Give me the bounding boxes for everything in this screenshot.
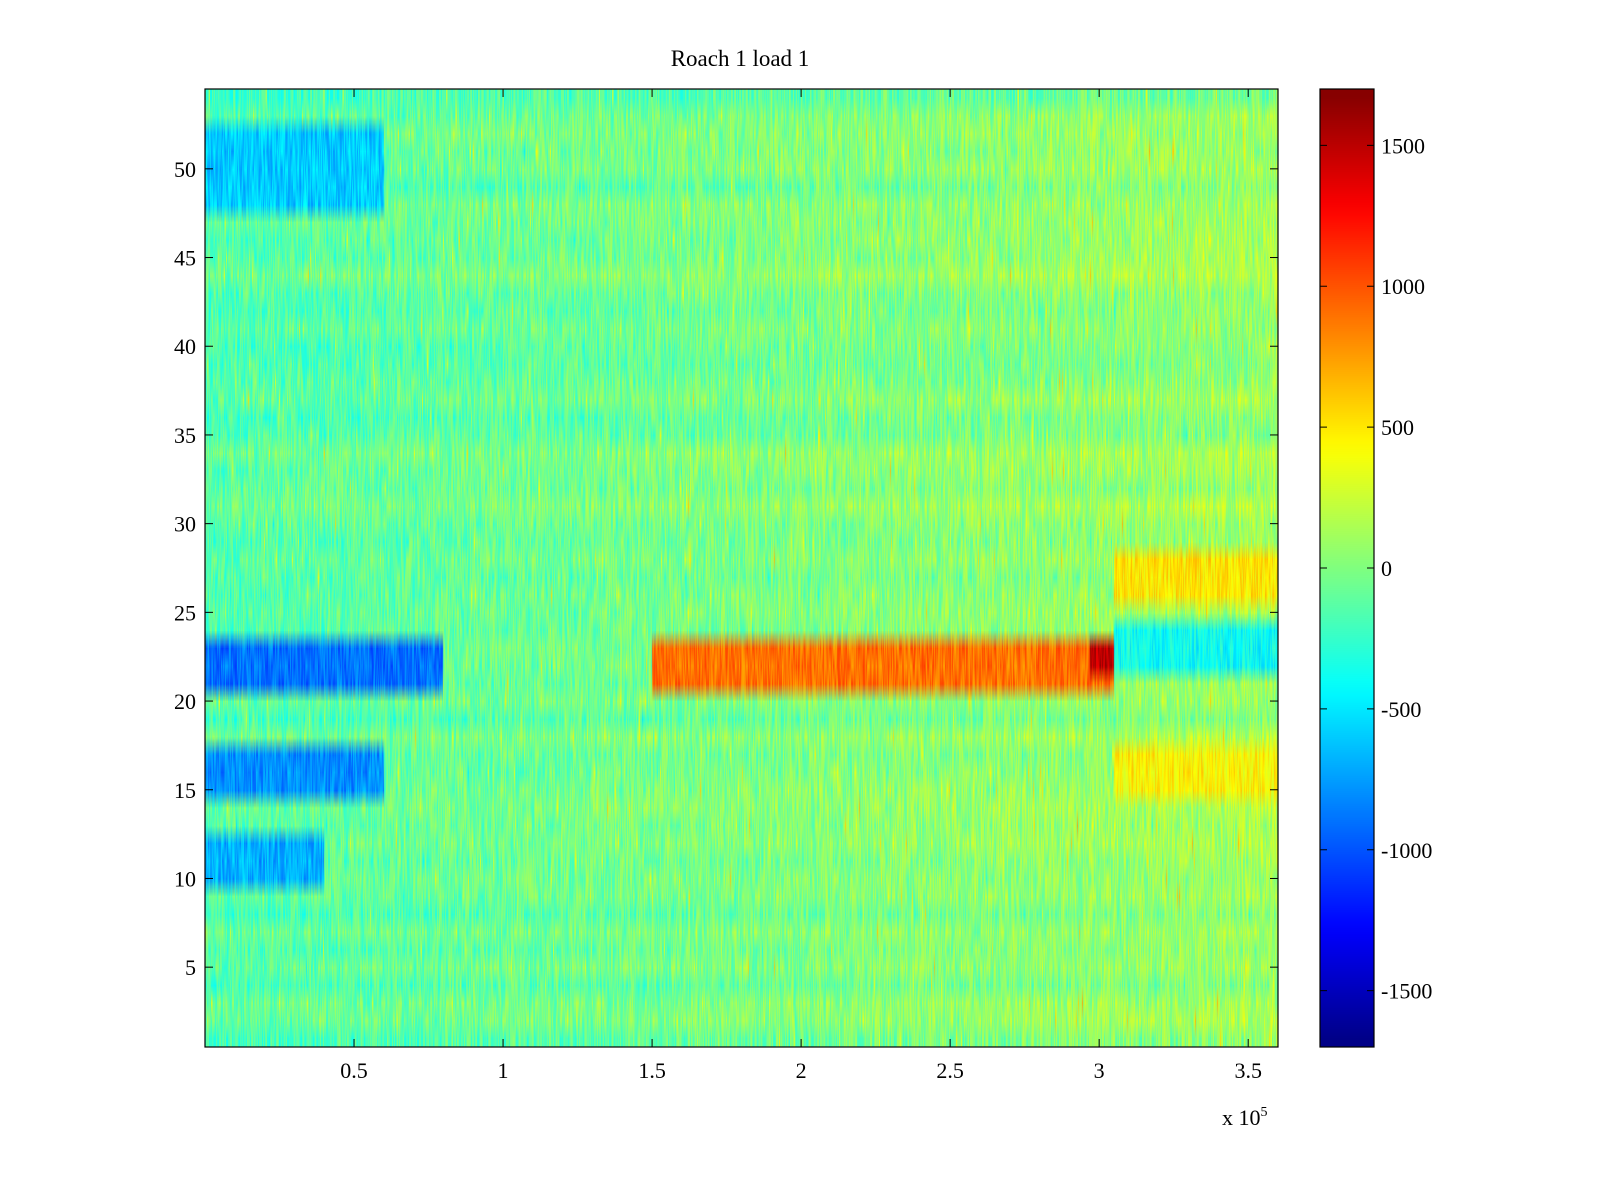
x-tick-label: 1 xyxy=(498,1058,509,1083)
colorbar-ticks: 1500 1000 500 0 -500 -1000 -1500 xyxy=(1320,133,1432,1004)
x-axis-ticks: 0.5 1 1.5 2 2.5 3 3.5 xyxy=(340,89,1262,1083)
plot-frame xyxy=(204,88,1279,1048)
x-tick-label: 3.5 xyxy=(1234,1058,1262,1083)
heatmap-image xyxy=(205,89,1278,1047)
x-tick-label: 0.5 xyxy=(340,1058,368,1083)
colorbar-tick-label: 0 xyxy=(1381,556,1392,581)
y-tick-label: 35 xyxy=(174,423,196,448)
colorbar: 1500 1000 500 0 -500 -1000 -1500 xyxy=(1319,88,1432,1048)
colorbar-tick-label: 500 xyxy=(1381,415,1414,440)
colorbar-tick-label: -500 xyxy=(1381,697,1421,722)
colorbar-tick-label: -1000 xyxy=(1381,838,1432,863)
y-tick-label: 45 xyxy=(174,246,196,271)
y-tick-label: 10 xyxy=(174,866,196,891)
colorbar-tick-label: 1000 xyxy=(1381,274,1425,299)
x-axis-multiplier: x 105 xyxy=(1222,1105,1268,1130)
colorbar-tick-label: 1500 xyxy=(1381,133,1425,158)
y-tick-label: 20 xyxy=(174,689,196,714)
y-tick-label: 40 xyxy=(174,334,196,359)
y-tick-label: 50 xyxy=(174,157,196,182)
colorbar-image xyxy=(1320,89,1374,1047)
y-axis-ticks: 5 10 15 20 25 30 35 40 45 50 xyxy=(174,157,1278,980)
y-tick-label: 15 xyxy=(174,778,196,803)
x-tick-label: 1.5 xyxy=(638,1058,666,1083)
x-axis-multiplier-exponent: 5 xyxy=(1261,1105,1268,1120)
colorbar-tick-label: -1500 xyxy=(1381,979,1432,1004)
heatmap-plot-area: 0.5 1 1.5 2 2.5 3 3.5 5 10 15 20 25 30 35 40 45 50 x 10… xyxy=(174,88,1279,1130)
chart-title: Roach 1 load 1 xyxy=(671,46,810,71)
x-tick-label: 3 xyxy=(1094,1058,1105,1083)
x-tick-label: 2 xyxy=(796,1058,807,1083)
y-tick-label: 30 xyxy=(174,512,196,537)
y-tick-label: 25 xyxy=(174,600,196,625)
x-axis-multiplier-base: x 10 xyxy=(1222,1105,1261,1130)
x-tick-label: 2.5 xyxy=(936,1058,964,1083)
y-tick-label: 5 xyxy=(185,955,196,980)
